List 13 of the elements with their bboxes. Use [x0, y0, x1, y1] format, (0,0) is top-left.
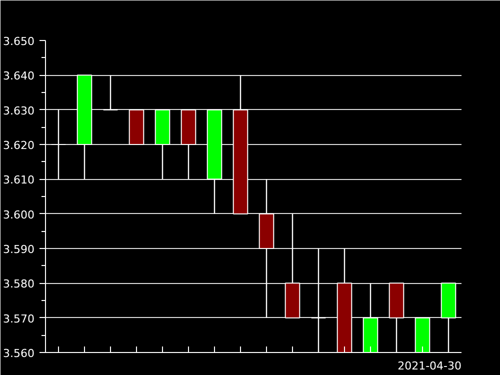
- y-tick-label: 3.590: [3, 243, 35, 256]
- candlestick: [102, 74, 118, 110]
- candlestick: [50, 109, 66, 180]
- y-tick-label: 3.580: [3, 278, 35, 291]
- y-tick-label: 3.620: [3, 139, 35, 152]
- y-tick-label: 3.640: [3, 70, 35, 83]
- y-tick-label: 3.560: [3, 347, 35, 360]
- y-tick-label: 3.570: [3, 312, 35, 326]
- y-tick-label: 3.600: [3, 208, 35, 222]
- y-tick-label: 3.610: [3, 174, 35, 187]
- y-tick-label: 3.650: [3, 35, 35, 48]
- y-tick-label: 3.630: [3, 104, 35, 118]
- text: 2021-04-30: [398, 360, 462, 372]
